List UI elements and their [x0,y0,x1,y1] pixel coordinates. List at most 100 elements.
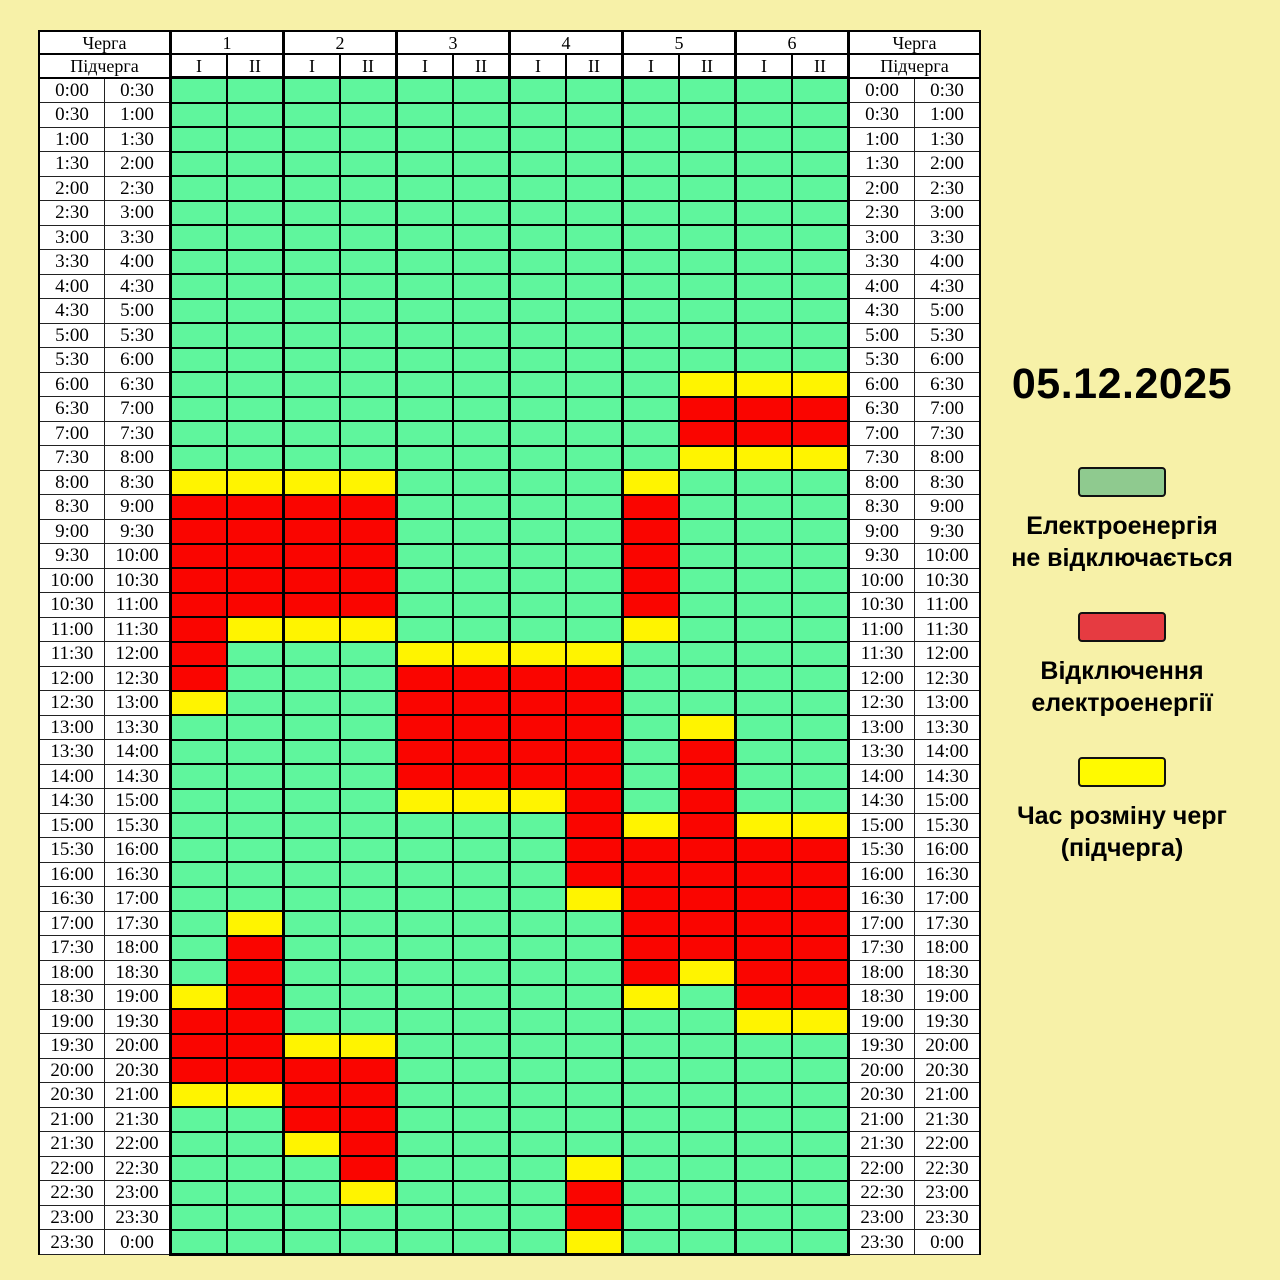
legend-item-power-on: Електроенергія не відключається [978,467,1266,574]
schedule-cell [734,395,793,422]
table-row: 8:00 8:30 8:00 8:30 [38,469,981,496]
schedule-cell [621,591,680,618]
time-start-cell-left: 2:00 [38,175,105,201]
time-start-cell-right: 6:30 [848,396,915,422]
schedule-cell [508,836,567,863]
schedule-cell [339,395,398,422]
schedule-cell [791,420,850,447]
time-start-cell-left: 8:00 [38,469,105,495]
schedule-cell [565,1155,624,1182]
schedule-cell [452,224,511,251]
schedule-cell [282,101,341,128]
schedule-cell [621,126,680,153]
schedule-cell [339,983,398,1010]
schedule-cell [678,836,737,863]
schedule-cell [678,665,737,692]
schedule-cell [621,346,680,373]
time-start-cell-right: 12:30 [848,690,915,716]
schedule-cell [226,885,285,912]
schedule-cell [565,934,624,961]
schedule-cell [282,665,341,692]
time-start-cell-right: 17:30 [848,935,915,961]
schedule-cell [395,640,454,667]
schedule-cell [226,126,285,153]
schedule-cell [565,1057,624,1084]
schedule-cell [734,371,793,398]
schedule-cell [169,934,228,961]
time-start-cell-right: 8:30 [848,494,915,520]
schedule-cell [395,371,454,398]
schedule-cell [678,1081,737,1108]
time-start-cell-left: 11:30 [38,641,105,667]
schedule-cell [339,126,398,153]
schedule-cell [508,959,567,986]
time-start-cell-left: 9:00 [38,518,105,544]
schedule-cell [791,101,850,128]
schedule-cell [282,689,341,716]
time-end-cell-left: 4:30 [104,273,171,299]
schedule-cell [678,934,737,961]
time-start-cell-left: 19:00 [38,1008,105,1034]
time-start-cell-left: 8:30 [38,494,105,520]
table-row: 17:30 18:00 17:30 18:00 [38,934,981,961]
schedule-cell [226,395,285,422]
schedule-cell [452,934,511,961]
schedule-header: Черга 1 2 3 4 5 6 Черга Підчерга I II I … [38,30,981,79]
schedule-cell [565,861,624,888]
schedule-cell [565,444,624,471]
schedule-cell [621,371,680,398]
schedule-cell [621,812,680,839]
schedule-cell [678,812,737,839]
time-end-cell-right: 13:00 [914,690,981,716]
table-row: 19:00 19:30 19:00 19:30 [38,1008,981,1035]
schedule-cell [282,1106,341,1133]
schedule-cell [791,273,850,300]
schedule-cell [452,493,511,520]
schedule-cell [169,983,228,1010]
table-row: 7:30 8:00 7:30 8:00 [38,444,981,471]
table-row: 22:00 22:30 22:00 22:30 [38,1155,981,1182]
time-start-cell-right: 22:00 [848,1155,915,1181]
schedule-cell [678,861,737,888]
schedule-cell [678,1155,737,1182]
time-start-cell-right: 8:00 [848,469,915,495]
schedule-cell [791,591,850,618]
time-end-cell-right: 16:30 [914,861,981,887]
schedule-cell [282,591,341,618]
schedule-cell [169,322,228,349]
time-end-cell-left: 14:30 [104,763,171,789]
time-start-cell-right: 5:30 [848,347,915,373]
schedule-cell [452,395,511,422]
schedule-cell [621,959,680,986]
schedule-cell [395,714,454,741]
time-end-cell-right: 7:30 [914,420,981,446]
table-row: 14:00 14:30 14:00 14:30 [38,763,981,790]
schedule-cell [791,1032,850,1059]
time-end-cell-right: 1:00 [914,102,981,128]
schedule-cell [678,518,737,545]
time-start-cell-left: 12:30 [38,690,105,716]
schedule-cell [282,959,341,986]
time-start-cell-left: 16:30 [38,886,105,912]
time-start-cell-left: 2:30 [38,200,105,226]
schedule-cell [226,1130,285,1157]
schedule-cell [734,665,793,692]
schedule-cell [339,1155,398,1182]
schedule-cell [395,76,454,104]
schedule-cell [565,591,624,618]
time-end-cell-left: 11:30 [104,616,171,642]
schedule-cell [791,910,850,937]
schedule-cell [169,371,228,398]
schedule-cell [565,76,624,104]
schedule-cell [621,1032,680,1059]
schedule-cell [678,224,737,251]
schedule-cell [226,1008,285,1035]
table-row: 0:30 1:00 0:30 1:00 [38,101,981,128]
schedule-cell [282,910,341,937]
schedule-cell [339,934,398,961]
schedule-cell [621,567,680,594]
schedule-cell [339,493,398,520]
schedule-cell [169,1081,228,1108]
time-start-cell-right: 18:30 [848,984,915,1010]
